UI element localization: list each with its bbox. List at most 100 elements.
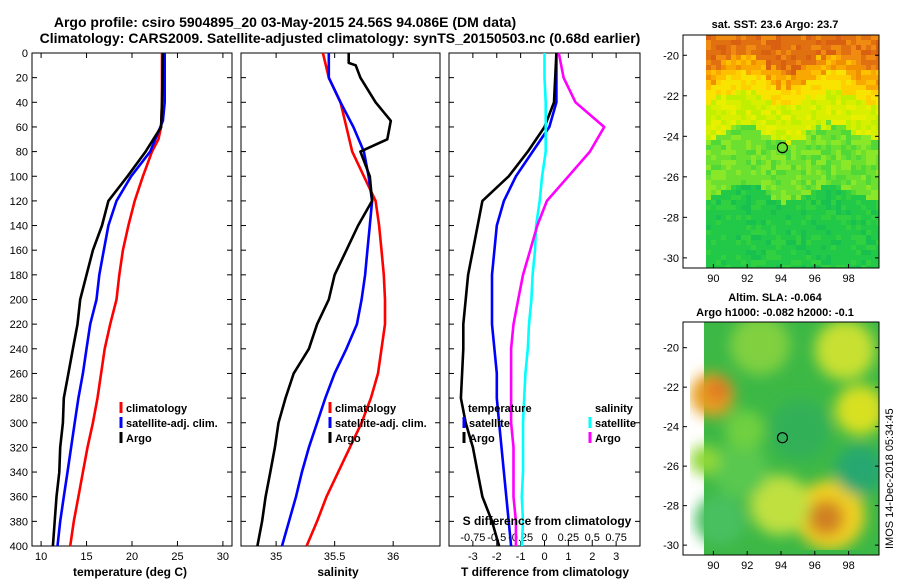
sst-cell (736, 90, 741, 95)
sst-cell (756, 190, 761, 195)
sst-cell (791, 95, 796, 100)
sst-cell (706, 115, 711, 120)
sst-cell (706, 40, 711, 45)
sst-cell (726, 65, 731, 70)
sst-cell (706, 75, 711, 80)
sst-cell (801, 160, 806, 165)
sst-cell (811, 125, 816, 130)
sst-cell (871, 60, 876, 65)
sst-cell (831, 55, 836, 60)
sst-cell (826, 45, 831, 50)
series-line-satellite-adj-clim- (56, 53, 166, 547)
sst-cell (751, 255, 756, 260)
sst-cell (766, 50, 771, 55)
sst-cell (776, 155, 781, 160)
sst-cell (741, 90, 746, 95)
sst-cell (776, 125, 781, 130)
legend-t-satellite: satellite (469, 418, 510, 430)
sst-cell (836, 205, 841, 210)
sst-cell (801, 65, 806, 70)
sst-cell (731, 95, 736, 100)
sst-cell (836, 70, 841, 75)
sst-cell (811, 75, 816, 80)
sst-cell (831, 240, 836, 245)
sst-cell (736, 170, 741, 175)
sst-cell (866, 195, 871, 200)
sst-cell (716, 125, 721, 130)
sst-cell (871, 205, 876, 210)
sst-cell (876, 120, 879, 125)
sst-cell (821, 265, 826, 268)
sst-cell (871, 115, 876, 120)
sst-cell (711, 80, 716, 85)
sst-cell (746, 100, 751, 105)
sst-cell (776, 210, 781, 215)
sst-cell (856, 110, 861, 115)
sst-cell (756, 235, 761, 240)
sst-cell (781, 60, 786, 65)
sst-cell (746, 40, 751, 45)
sst-cell (766, 65, 771, 70)
sst-cell (741, 175, 746, 180)
sst-cell (846, 60, 851, 65)
sst-cell (821, 115, 826, 120)
sst-cell (831, 185, 836, 190)
sst-cell (851, 265, 856, 268)
legend-temperature-title: temperature (468, 403, 532, 415)
sst-cell (806, 195, 811, 200)
series-line-s-argo (509, 52, 606, 546)
sst-cell (706, 85, 711, 90)
sst-cell (751, 110, 756, 115)
sst-cell (851, 145, 856, 150)
sst-cell (876, 160, 879, 165)
sst-cell (746, 215, 751, 220)
sst-cell (726, 180, 731, 185)
sst-cell (786, 50, 791, 55)
sst-cell (871, 265, 876, 268)
sst-cell (806, 60, 811, 65)
sst-cell (736, 195, 741, 200)
sst-cell (846, 240, 851, 245)
x-tick-label: -3 (468, 551, 478, 563)
sst-cell (766, 240, 771, 245)
sst-cell (756, 120, 761, 125)
depth-tick-label: 100 (10, 171, 28, 183)
sst-cell (871, 215, 876, 220)
sst-cell (861, 195, 866, 200)
sst-cell (746, 195, 751, 200)
sst-cell (831, 120, 836, 125)
sst-cell (841, 115, 846, 120)
sst-cell (731, 205, 736, 210)
sst-cell (761, 215, 766, 220)
sst-cell (786, 45, 791, 50)
x-tick-label: 2 (589, 551, 595, 563)
sst-cell (796, 150, 801, 155)
sst-cell (846, 80, 851, 85)
sst-cell (806, 260, 811, 265)
sst-cell (831, 75, 836, 80)
sst-cell (736, 160, 741, 165)
sst-cell (751, 190, 756, 195)
sst-cell (716, 155, 721, 160)
sst-cell (796, 130, 801, 135)
sst-cell (786, 135, 791, 140)
sst-cell (821, 185, 826, 190)
sst-cell (846, 160, 851, 165)
sst-cell (746, 135, 751, 140)
sst-cell (726, 50, 731, 55)
sst-cell (746, 230, 751, 235)
sst-cell (736, 40, 741, 45)
sst-cell (876, 230, 879, 235)
sst-cell (716, 150, 721, 155)
sst-cell (821, 55, 826, 60)
sst-cell (731, 105, 736, 110)
sst-cell (851, 140, 856, 145)
sst-cell (871, 240, 876, 245)
sst-cell (786, 160, 791, 165)
sst-cell (831, 145, 836, 150)
sst-cell (771, 140, 776, 145)
sst-cell (841, 245, 846, 250)
sst-cell (736, 50, 741, 55)
sst-cell (731, 185, 736, 190)
sst-cell (826, 180, 831, 185)
